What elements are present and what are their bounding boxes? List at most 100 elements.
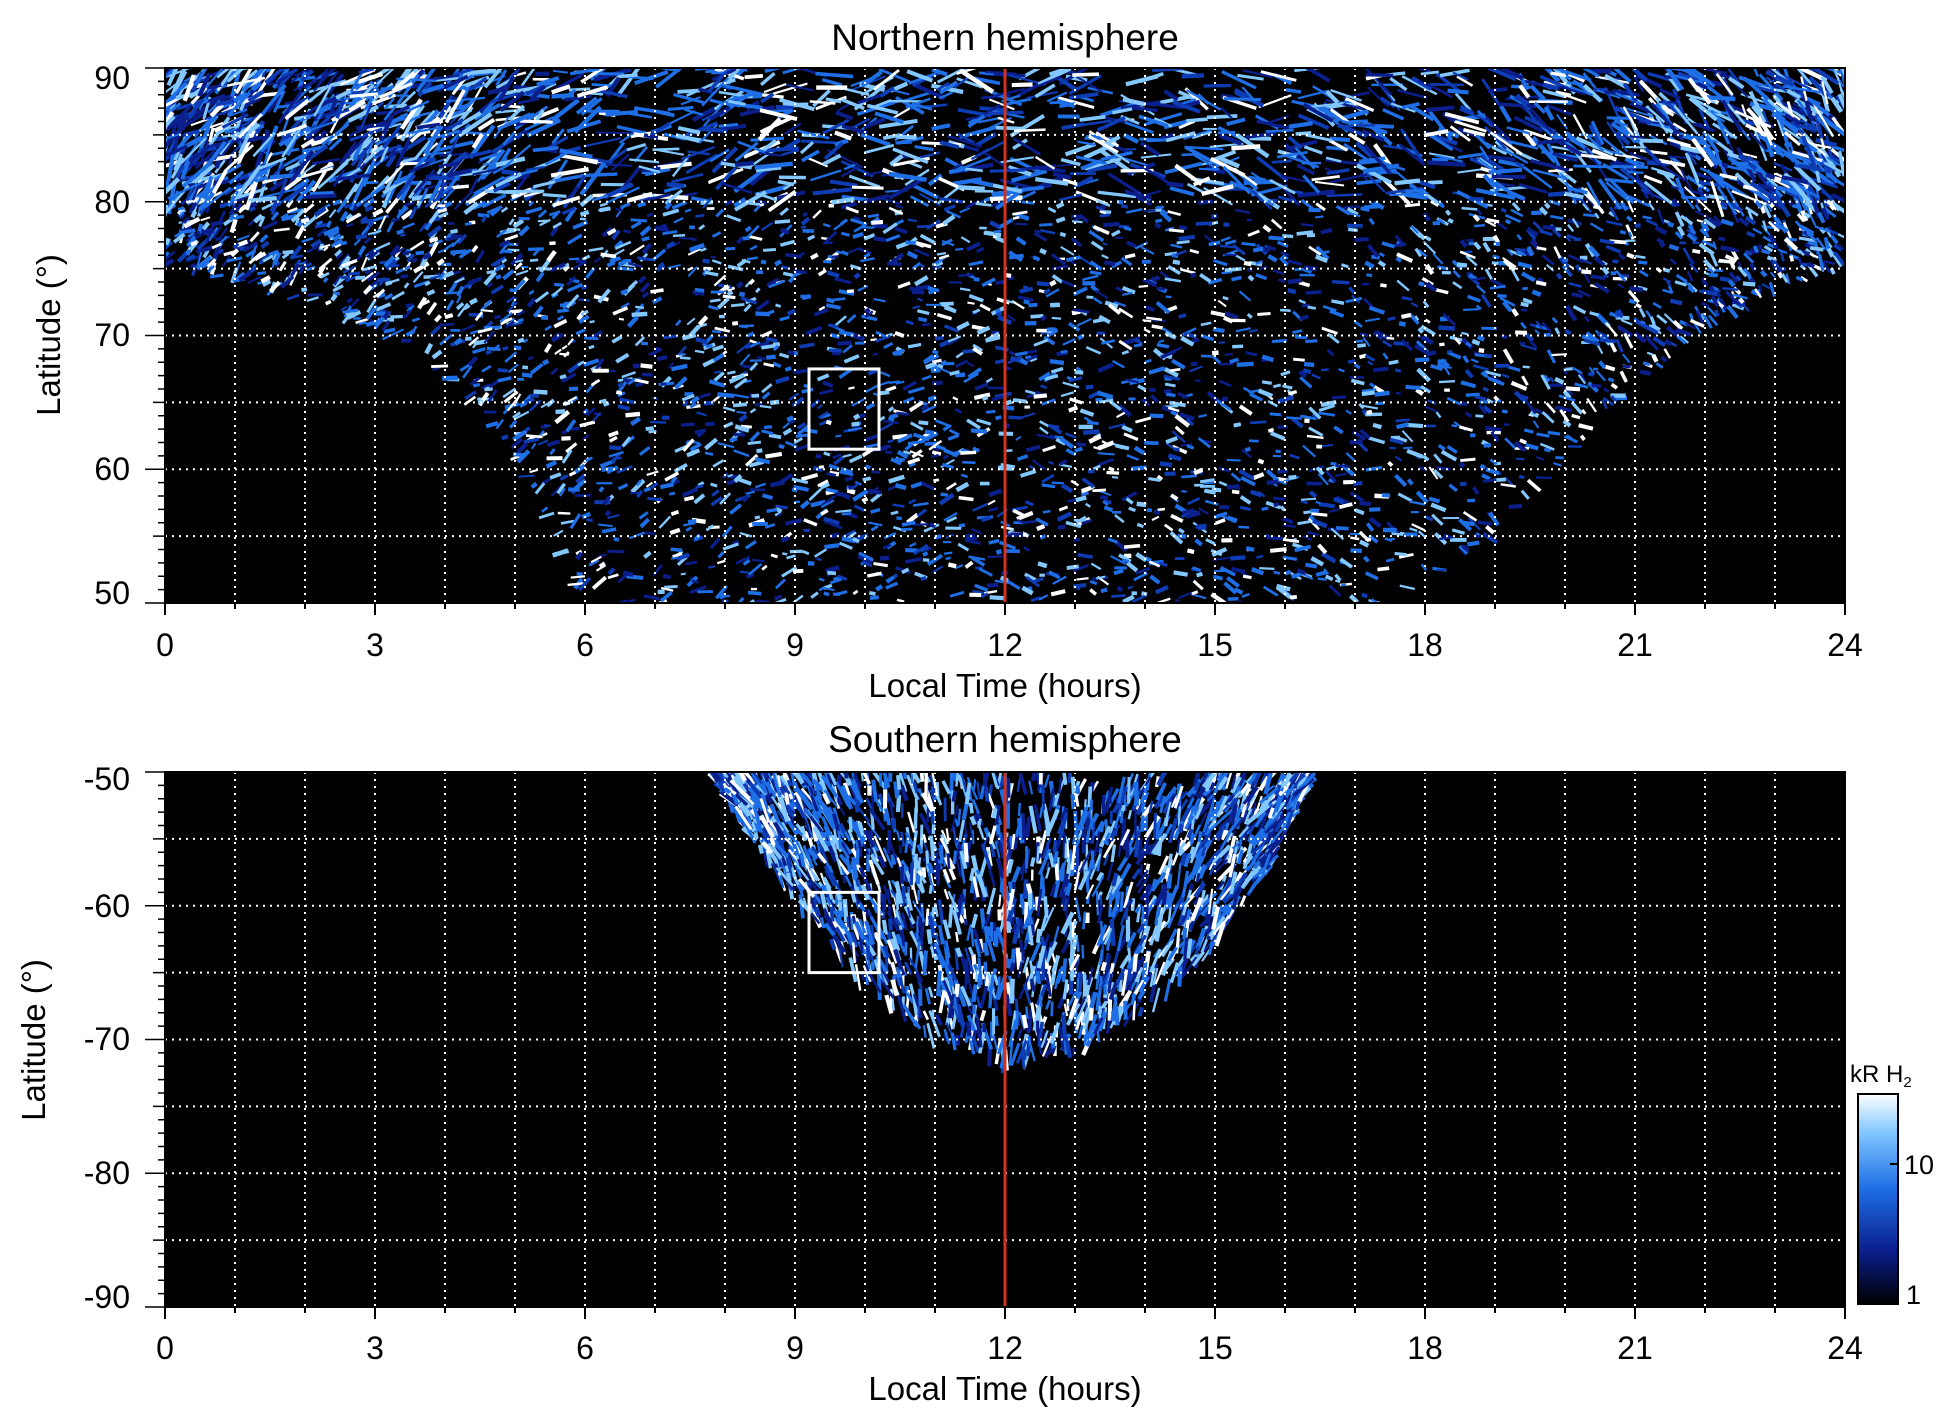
emission-streak — [1529, 84, 1546, 101]
emission-streak — [713, 274, 727, 287]
emission-streak — [890, 510, 899, 516]
emission-streak — [1744, 206, 1759, 217]
emission-streak — [1565, 386, 1581, 392]
emission-streak — [1520, 489, 1530, 500]
emission-streak — [1387, 460, 1394, 468]
emission-streak — [818, 305, 826, 312]
emission-streak — [1415, 387, 1425, 396]
emission-streak — [1177, 90, 1196, 101]
emission-streak — [1626, 215, 1633, 222]
emission-streak — [1315, 245, 1330, 261]
emission-streak — [766, 277, 780, 288]
emission-streak — [966, 418, 981, 430]
emission-streak — [705, 344, 713, 349]
emission-streak — [1435, 288, 1449, 295]
emission-streak — [1282, 538, 1300, 544]
emission-streak — [302, 193, 337, 200]
emission-streak — [1451, 528, 1465, 535]
emission-streak — [416, 122, 441, 130]
emission-streak — [1286, 416, 1302, 420]
emission-streak — [1420, 563, 1428, 571]
emission-streak — [1554, 376, 1565, 385]
emission-streak — [966, 241, 981, 252]
emission-streak — [1305, 68, 1331, 83]
emission-streak — [804, 427, 818, 434]
emission-streak — [483, 325, 501, 330]
emission-streak — [847, 426, 863, 432]
emission-streak — [483, 270, 498, 286]
emission-streak — [873, 236, 886, 243]
emission-streak — [853, 504, 866, 513]
emission-streak — [1144, 440, 1159, 446]
emission-streak — [1501, 409, 1508, 414]
emission-streak — [1234, 208, 1251, 214]
emission-streak — [170, 157, 185, 179]
emission-streak — [530, 442, 537, 450]
emission-streak — [1269, 178, 1296, 195]
emission-streak — [1073, 537, 1080, 542]
emission-streak — [1218, 480, 1228, 487]
emission-streak — [1356, 178, 1382, 186]
emission-streak — [1072, 73, 1103, 93]
emission-streak — [1233, 167, 1258, 187]
emission-streak — [887, 439, 894, 444]
emission-streak — [1058, 505, 1069, 512]
emission-streak — [1642, 215, 1652, 220]
emission-streak — [1117, 404, 1132, 418]
emission-streak — [1315, 215, 1324, 219]
emission-streak — [562, 264, 570, 272]
emission-streak — [712, 459, 725, 468]
emission-streak — [444, 291, 460, 295]
emission-streak — [298, 261, 306, 266]
emission-streak — [817, 479, 829, 488]
emission-streak — [532, 305, 544, 318]
emission-streak — [870, 507, 881, 514]
emission-streak — [1806, 176, 1839, 189]
emission-streak — [1759, 205, 1766, 214]
emission-streak — [725, 246, 736, 251]
emission-streak — [875, 584, 884, 592]
emission-streak — [605, 186, 641, 205]
emission-streak — [596, 553, 607, 559]
emission-streak — [551, 212, 559, 220]
emission-streak — [866, 103, 899, 115]
emission-streak — [796, 422, 807, 430]
emission-streak — [1784, 190, 1800, 200]
emission-streak — [1100, 203, 1107, 211]
emission-streak — [176, 251, 189, 263]
emission-streak — [774, 578, 786, 590]
emission-streak — [1040, 315, 1047, 322]
emission-streak — [938, 492, 955, 506]
emission-streak — [1731, 160, 1749, 166]
emission-streak — [1672, 73, 1699, 84]
emission-streak — [758, 340, 770, 348]
emission-streak — [1083, 429, 1100, 435]
emission-streak — [669, 527, 681, 536]
emission-streak — [553, 318, 568, 329]
emission-streak — [704, 270, 719, 277]
emission-streak — [1222, 295, 1229, 301]
emission-streak — [1042, 445, 1056, 453]
emission-streak — [895, 204, 904, 209]
emission-streak — [1420, 324, 1436, 337]
emission-streak — [1203, 480, 1216, 485]
emission-streak — [911, 182, 939, 200]
emission-streak — [1620, 319, 1633, 326]
emission-streak — [1335, 204, 1351, 216]
emission-streak — [447, 168, 473, 178]
emission-streak — [704, 421, 715, 427]
emission-streak — [722, 406, 736, 412]
emission-streak — [1197, 437, 1211, 449]
emission-streak — [447, 282, 458, 295]
emission-streak — [1023, 520, 1036, 524]
emission-streak — [821, 118, 850, 135]
emission-streak — [820, 499, 835, 509]
emission-streak — [1115, 286, 1125, 293]
emission-streak — [1238, 290, 1252, 302]
emission-streak — [579, 194, 594, 208]
emission-streak — [545, 460, 558, 469]
emission-streak — [278, 136, 294, 147]
emission-streak — [1730, 210, 1740, 224]
emission-streak — [1088, 229, 1105, 242]
